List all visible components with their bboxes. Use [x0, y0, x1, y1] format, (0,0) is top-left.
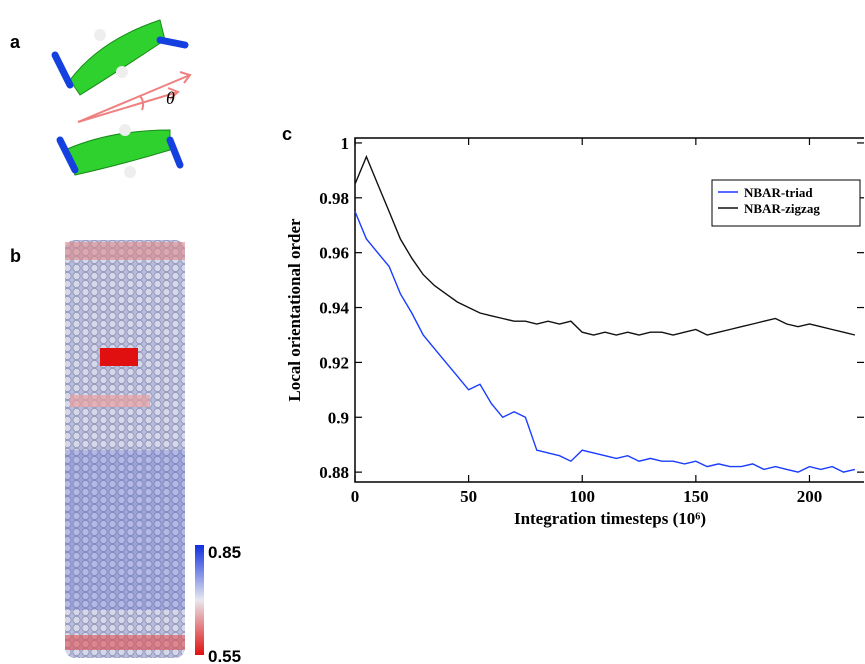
x-tick-label: 200 — [797, 487, 823, 506]
colorbar-label: 0.55 — [208, 647, 241, 664]
colorbar — [195, 545, 204, 655]
filament — [65, 240, 185, 658]
panel-label: a — [10, 32, 21, 52]
x-tick-label: 150 — [683, 487, 709, 506]
molecule-top — [51, 19, 189, 96]
series-line — [354, 154, 856, 336]
x-tick-label: 0 — [351, 487, 360, 506]
y-tick-label: 0.98 — [319, 189, 349, 208]
y-tick-label: 0.9 — [328, 408, 349, 427]
y-tick-label: 0.96 — [319, 244, 349, 263]
axes-frame — [354, 137, 864, 483]
y-axis-label: Local orientational order — [285, 218, 304, 402]
y-tick-label: 1 — [341, 134, 350, 153]
angle-label: θ — [166, 88, 175, 108]
panel-label: b — [10, 246, 21, 266]
panel-label: c — [282, 124, 292, 144]
x-tick-label: 50 — [460, 487, 477, 506]
y-tick-label: 0.88 — [319, 463, 349, 482]
series-line — [354, 211, 856, 473]
colorbar-label: 0.85 — [208, 543, 241, 562]
y-tick-label: 0.92 — [319, 353, 349, 372]
x-tick-label: 100 — [569, 487, 595, 506]
legend-box — [711, 179, 861, 227]
legend-label: NBAR-triad — [744, 185, 813, 200]
plot-area: 0.88 0.9 0.92 0.94 0.96 0.98 1 0 50 100 150 200 NBAR… — [319, 134, 864, 506]
legend-label: NBAR-zigzag — [744, 201, 820, 216]
molecule-bottom — [56, 124, 184, 178]
x-axis-label: Integration timesteps (10⁶) — [514, 509, 706, 528]
angle-arrows — [77, 71, 192, 123]
y-tick-label: 0.94 — [319, 299, 349, 318]
